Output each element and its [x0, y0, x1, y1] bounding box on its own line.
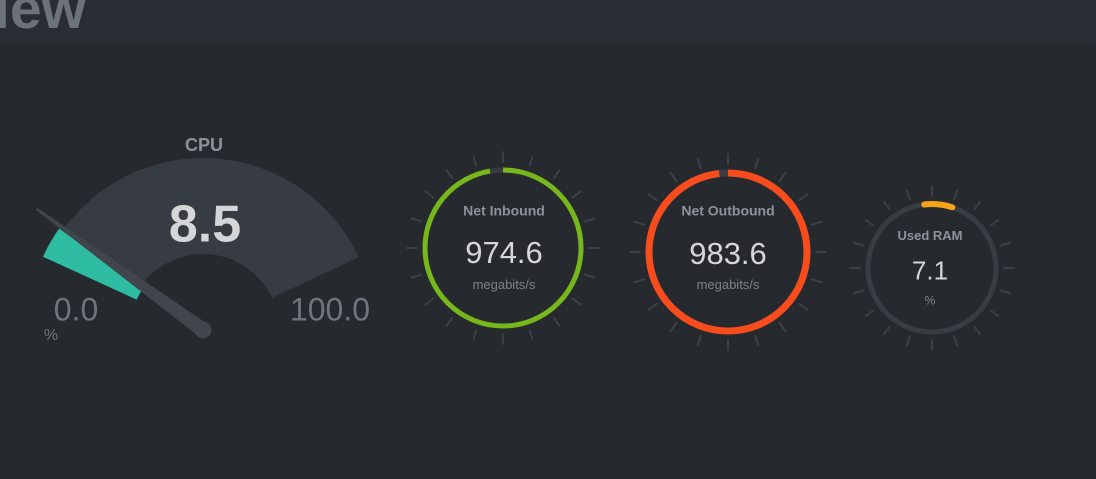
net-inbound-unit: megabits/s	[472, 276, 536, 292]
tick-mark	[989, 309, 1000, 318]
tick-mark	[633, 220, 646, 226]
tick-mark	[810, 220, 823, 226]
tick-mark	[973, 200, 982, 211]
cpu-min-label: 0.0	[53, 291, 99, 328]
used-ram-title: Used RAM	[897, 227, 963, 243]
net-outbound-unit: megabits/s	[696, 276, 760, 292]
page-title: iew	[0, 0, 86, 41]
tick-mark	[552, 316, 561, 327]
tick-mark	[973, 325, 982, 336]
used-ram-unit: %	[924, 293, 936, 308]
cpu-gauge-value-band	[42, 228, 144, 300]
tick-mark	[583, 217, 596, 223]
tick-mark	[999, 289, 1011, 295]
tick-mark	[853, 241, 865, 247]
used-ram-gauge	[849, 185, 1015, 351]
tick-mark	[882, 200, 891, 211]
used-ram-ring-progress	[865, 200, 999, 335]
cpu-max-label: 100.0	[289, 291, 371, 328]
tick-mark	[953, 189, 959, 201]
tick-mark	[754, 334, 760, 347]
tick-mark	[445, 316, 454, 327]
tick-mark	[424, 190, 435, 199]
net-inbound-gauge	[406, 151, 600, 345]
tick-mark	[953, 335, 959, 347]
tick-mark	[989, 218, 1000, 227]
tick-mark	[571, 297, 582, 306]
tick-mark	[583, 273, 596, 279]
tick-mark	[647, 302, 658, 311]
cpu-gauge	[35, 158, 359, 339]
cpu-gauge-needle-pivot	[194, 321, 212, 339]
net-inbound-value: 974.6	[465, 234, 543, 270]
used-ram-value: 7.1	[911, 255, 949, 286]
cpu-value: 8.5	[168, 195, 242, 254]
tick-mark	[905, 189, 911, 201]
tick-mark	[778, 171, 787, 182]
tick-mark	[905, 335, 911, 347]
tick-mark	[864, 218, 875, 227]
net-outbound-ring-progress	[645, 169, 811, 335]
tick-mark	[696, 157, 702, 170]
tick-mark	[798, 193, 809, 202]
tick-mark	[669, 171, 678, 182]
net-outbound-value: 983.6	[689, 235, 767, 271]
tick-mark	[798, 302, 809, 311]
tick-mark	[472, 328, 478, 341]
tick-mark	[696, 334, 702, 347]
tick-mark	[472, 155, 478, 168]
tick-mark	[424, 297, 435, 306]
cpu-unit: %	[43, 327, 59, 345]
tick-mark	[778, 322, 787, 333]
tick-mark	[647, 193, 658, 202]
tick-mark	[633, 278, 646, 284]
tick-mark	[528, 328, 534, 341]
net-inbound-title: Net Inbound	[463, 202, 545, 219]
cpu-gauge-needle	[35, 207, 208, 337]
net-outbound-title: Net Outbound	[681, 202, 775, 219]
tick-mark	[410, 273, 423, 279]
tick-mark	[669, 322, 678, 333]
page-header	[0, 0, 1096, 43]
net-inbound-ticks	[406, 151, 600, 345]
dashboard-panel	[0, 43, 1096, 479]
tick-mark	[810, 278, 823, 284]
tick-mark	[754, 157, 760, 170]
cpu-gauge-arc	[47, 158, 359, 298]
tick-mark	[882, 325, 891, 336]
tick-mark	[864, 309, 875, 318]
tick-mark	[552, 169, 561, 180]
tick-mark	[571, 190, 582, 199]
net-inbound-ring-progress	[422, 167, 584, 329]
tick-mark	[853, 289, 865, 295]
net-outbound-ticks	[629, 153, 827, 351]
tick-mark	[445, 169, 454, 180]
tick-mark	[999, 241, 1011, 247]
cpu-title: CPU	[184, 135, 224, 156]
tick-mark	[528, 155, 534, 168]
used-ram-ticks	[849, 185, 1015, 351]
net-outbound-gauge	[629, 153, 827, 351]
tick-mark	[410, 217, 423, 223]
